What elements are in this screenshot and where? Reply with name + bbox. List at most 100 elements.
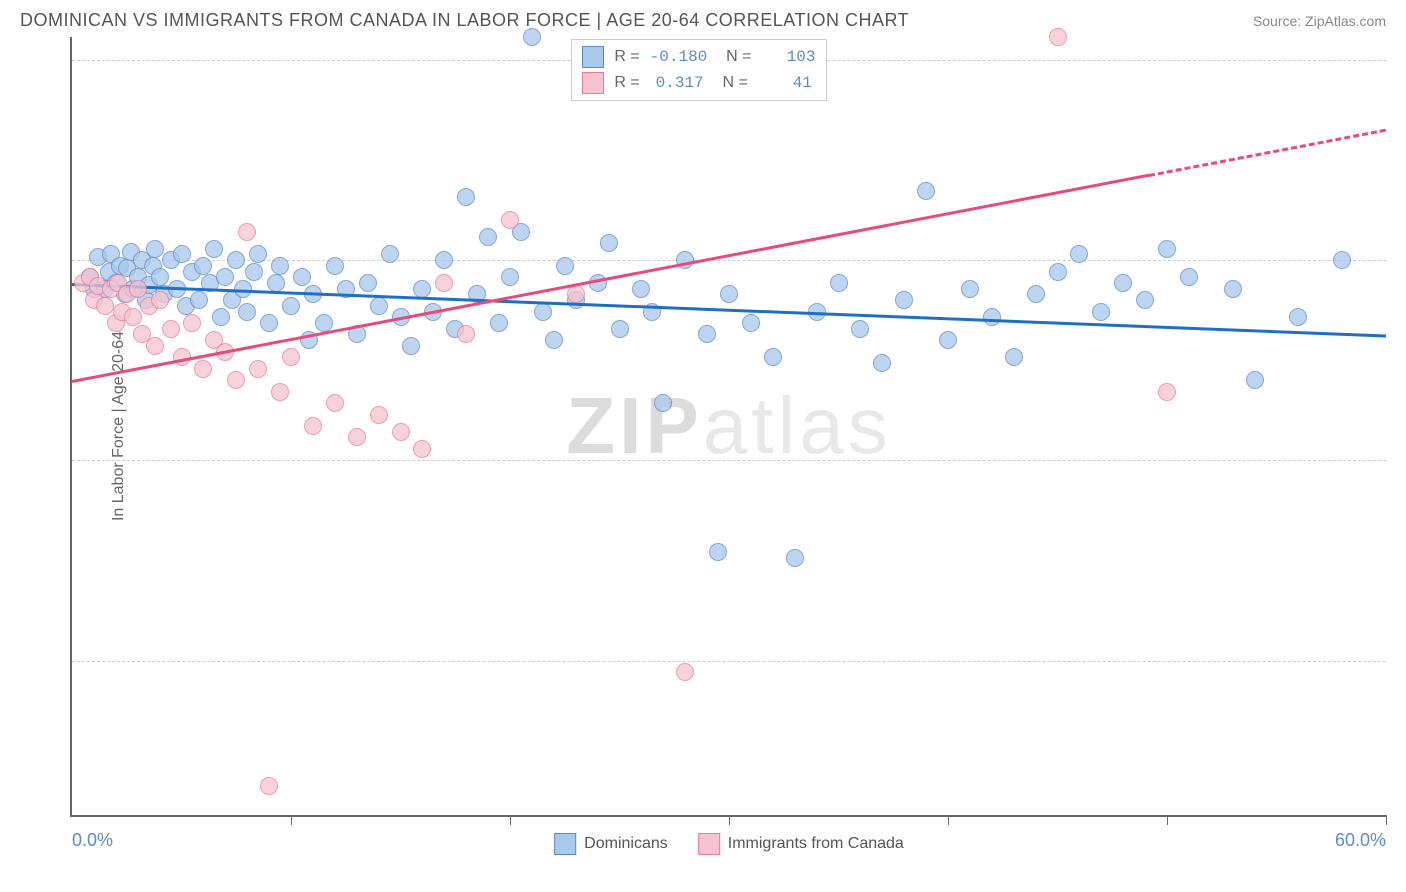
data-point (435, 251, 453, 269)
data-point (1158, 240, 1176, 258)
plot-area: 47.5%65.0%82.5%100.0% (72, 37, 1386, 815)
data-point (851, 320, 869, 338)
data-point (194, 257, 212, 275)
data-point (370, 406, 388, 424)
data-point (567, 285, 585, 303)
x-tick (1386, 815, 1387, 825)
n-value-canada: 41 (758, 74, 812, 92)
n-value-dominicans: 103 (762, 48, 816, 66)
data-point (676, 663, 694, 681)
data-point (359, 274, 377, 292)
data-point (961, 280, 979, 298)
x-tick (948, 815, 949, 825)
correlation-stats-box: R = -0.180 N = 103 R = 0.317 N = 41 (571, 39, 826, 101)
data-point (490, 314, 508, 332)
legend-label-dominicans: Dominicans (584, 835, 668, 853)
data-point (96, 297, 114, 315)
data-point (151, 268, 169, 286)
data-point (1027, 285, 1045, 303)
x-axis-min-label: 0.0% (72, 830, 113, 851)
data-point (326, 394, 344, 412)
data-point (162, 320, 180, 338)
data-point (983, 308, 1001, 326)
data-point (1070, 245, 1088, 263)
data-point (413, 280, 431, 298)
data-point (151, 291, 169, 309)
data-point (1180, 268, 1198, 286)
data-point (260, 314, 278, 332)
data-point (227, 371, 245, 389)
data-point (435, 274, 453, 292)
r-value-dominicans: -0.180 (650, 48, 708, 66)
data-point (315, 314, 333, 332)
data-point (381, 245, 399, 263)
legend-swatch-dominicans (554, 833, 576, 855)
x-tick (291, 815, 292, 825)
data-point (146, 337, 164, 355)
data-point (238, 303, 256, 321)
data-point (895, 291, 913, 309)
stats-row-canada: R = 0.317 N = 41 (582, 70, 815, 96)
r-label: R = (614, 48, 639, 66)
data-point (600, 234, 618, 252)
legend: Dominicans Immigrants from Canada (554, 833, 904, 855)
data-point (1136, 291, 1154, 309)
data-point (830, 274, 848, 292)
n-label: N = (717, 48, 751, 66)
chart-header: DOMINICAN VS IMMIGRANTS FROM CANADA IN L… (0, 0, 1406, 37)
swatch-dominicans (582, 46, 604, 68)
data-point (194, 360, 212, 378)
data-point (1158, 383, 1176, 401)
data-point (190, 291, 208, 309)
r-label: R = (614, 74, 639, 92)
data-point (709, 543, 727, 561)
y-tick-label: 47.5% (1396, 650, 1406, 671)
data-point (348, 428, 366, 446)
data-point (1333, 251, 1351, 269)
data-point (1246, 371, 1264, 389)
x-tick (510, 815, 511, 825)
data-point (1114, 274, 1132, 292)
y-tick-label: 100.0% (1396, 49, 1406, 70)
legend-item-canada: Immigrants from Canada (698, 833, 904, 855)
data-point (304, 417, 322, 435)
legend-label-canada: Immigrants from Canada (728, 835, 904, 853)
scatter-chart: In Labor Force | Age 20-64 ZIPatlas 47.5… (70, 37, 1386, 817)
data-point (873, 354, 891, 372)
x-tick (729, 815, 730, 825)
data-point (271, 257, 289, 275)
data-point (124, 308, 142, 326)
data-point (370, 297, 388, 315)
data-point (611, 320, 629, 338)
data-point (457, 325, 475, 343)
data-point (1092, 303, 1110, 321)
data-point (1005, 348, 1023, 366)
data-point (205, 240, 223, 258)
y-tick-label: 65.0% (1396, 450, 1406, 471)
data-point (632, 280, 650, 298)
data-point (271, 383, 289, 401)
gridline (72, 661, 1386, 662)
data-point (293, 268, 311, 286)
swatch-canada (582, 72, 604, 94)
data-point (939, 331, 957, 349)
data-point (698, 325, 716, 343)
data-point (1049, 263, 1067, 281)
data-point (249, 360, 267, 378)
x-axis-max-label: 60.0% (1335, 830, 1386, 851)
data-point (249, 245, 267, 263)
data-point (534, 303, 552, 321)
legend-swatch-canada (698, 833, 720, 855)
data-point (1224, 280, 1242, 298)
data-point (742, 314, 760, 332)
data-point (501, 211, 519, 229)
data-point (786, 549, 804, 567)
data-point (326, 257, 344, 275)
data-point (413, 440, 431, 458)
r-value-canada: 0.317 (650, 74, 704, 92)
data-point (282, 297, 300, 315)
data-point (479, 228, 497, 246)
data-point (654, 394, 672, 412)
data-point (260, 777, 278, 795)
data-point (457, 188, 475, 206)
